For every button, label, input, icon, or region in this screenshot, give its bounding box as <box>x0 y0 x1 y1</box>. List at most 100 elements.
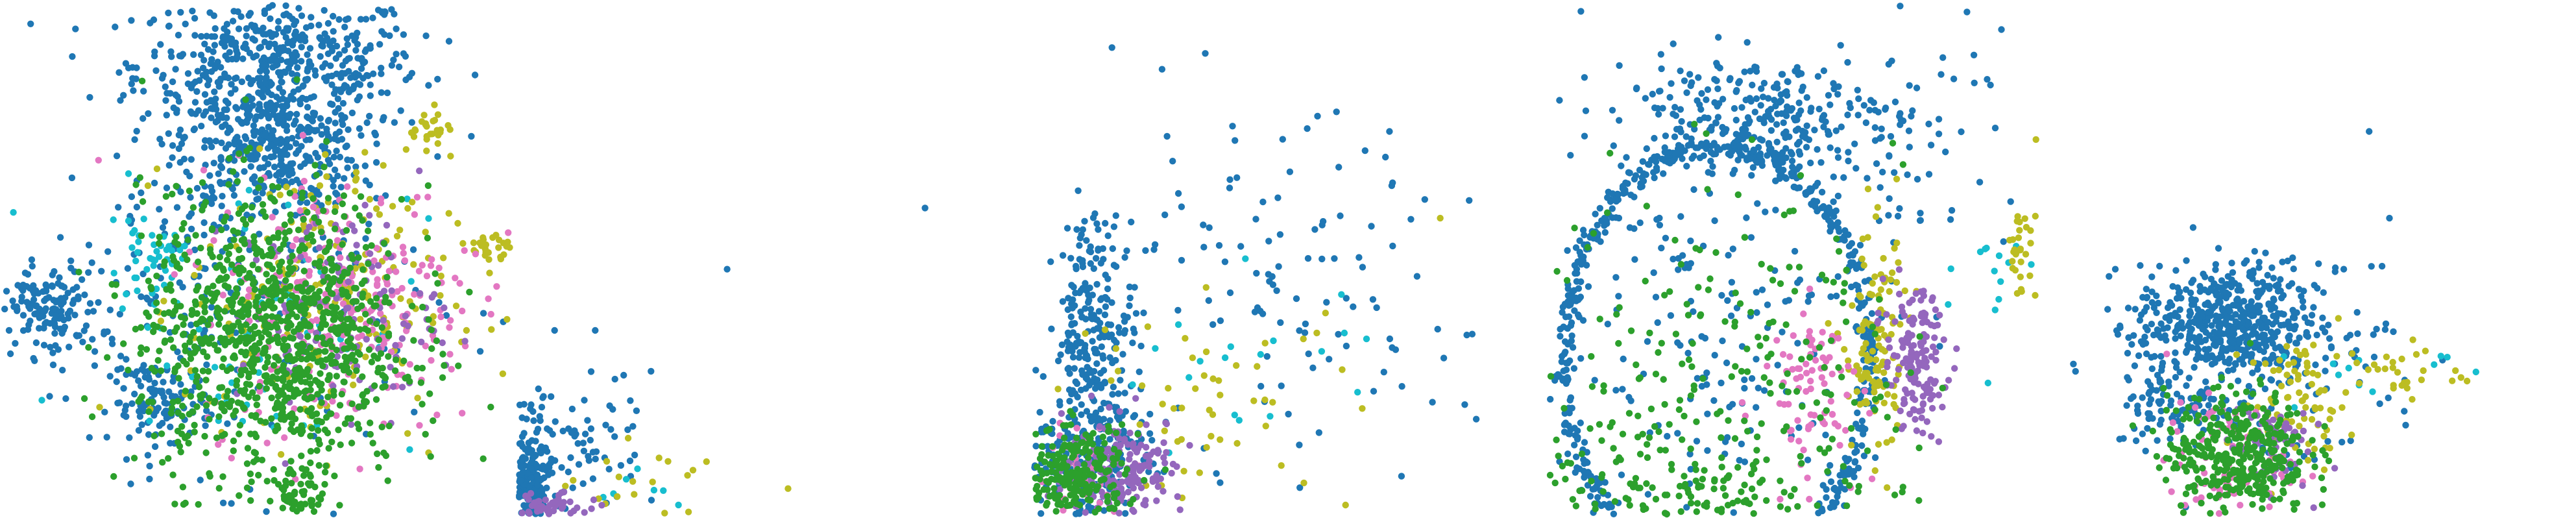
scatter-point <box>1580 253 1587 260</box>
scatter-point <box>614 493 621 500</box>
scatter-point <box>428 256 435 263</box>
scatter-point <box>1572 244 1580 251</box>
scatter-point <box>328 438 335 445</box>
scatter-point <box>517 477 524 484</box>
scatter-point <box>218 139 225 147</box>
scatter-point <box>128 193 136 201</box>
scatter-point <box>526 510 533 517</box>
scatter-point <box>1601 228 1609 236</box>
scatter-point <box>239 313 246 321</box>
scatter-point <box>136 174 143 181</box>
scatter-point <box>1069 347 1076 355</box>
scatter-point <box>55 280 62 287</box>
scatter-point <box>170 344 177 351</box>
scatter-point <box>322 356 330 364</box>
scatter-point <box>606 402 613 410</box>
scatter-point <box>1107 321 1115 328</box>
scatter-point <box>75 268 82 276</box>
scatter-point <box>321 267 328 275</box>
scatter-point <box>308 425 315 432</box>
scatter-point <box>328 352 335 359</box>
scatter-point <box>125 170 132 177</box>
scatter-point <box>290 328 298 336</box>
scatter-point <box>181 315 189 322</box>
scatter-point <box>359 266 367 273</box>
scatter-point <box>341 47 348 54</box>
scatter-point <box>332 119 339 127</box>
scatter-point <box>40 325 47 332</box>
scatter-point <box>23 299 30 306</box>
scatter-point <box>488 326 495 333</box>
scatter-point <box>151 432 158 439</box>
scatter-point <box>1100 334 1108 341</box>
scatter-point <box>1296 327 1303 334</box>
scatter-point <box>276 84 283 92</box>
scatter-point <box>1054 357 1062 365</box>
scatter-point <box>1118 460 1125 467</box>
scatter-point <box>210 237 217 244</box>
scatter-point <box>333 412 340 419</box>
scatter-point <box>276 267 283 275</box>
scatter-point <box>1070 490 1077 497</box>
scatter-point <box>1113 489 1121 497</box>
scatter-point <box>1380 369 1387 376</box>
scatter-point <box>345 55 352 62</box>
scatter-point <box>1126 302 1133 310</box>
scatter-point <box>339 100 347 107</box>
scatter-point <box>286 379 293 386</box>
scatter-point <box>263 261 271 268</box>
scatter-point <box>40 312 47 320</box>
scatter-point <box>1068 282 1075 289</box>
scatter-point <box>439 351 446 358</box>
scatter-point <box>427 453 434 460</box>
scatter-point <box>1152 345 1159 352</box>
scatter-point <box>32 302 40 310</box>
scatter-point <box>236 246 243 254</box>
scatter-point <box>1120 312 1128 319</box>
scatter-point <box>1150 448 1157 456</box>
scatter-point <box>1130 464 1137 471</box>
scatter-point <box>241 240 249 247</box>
scatter-point <box>1117 376 1124 384</box>
scatter-point <box>339 62 346 69</box>
scatter-point <box>360 398 368 405</box>
scatter-point <box>397 107 404 114</box>
scatter-point <box>151 48 158 56</box>
scatter-point <box>312 149 319 157</box>
scatter-point <box>1237 243 1245 250</box>
scatter-point <box>480 310 487 317</box>
scatter-point <box>333 147 340 154</box>
scatter-point <box>174 348 181 356</box>
scatter-point <box>1039 373 1047 380</box>
scatter-point <box>538 404 546 411</box>
scatter-point <box>1361 147 1368 154</box>
scatter-point <box>272 278 279 286</box>
scatter-point <box>581 509 588 516</box>
scatter-point <box>352 284 359 292</box>
scatter-point <box>245 293 252 300</box>
scatter-point <box>175 145 182 153</box>
scatter-point <box>221 38 229 45</box>
scatter-point <box>1112 345 1120 352</box>
scatter-point <box>1079 371 1086 378</box>
scatter-point <box>316 182 324 190</box>
scatter-point <box>334 191 341 198</box>
scatter-point <box>393 25 400 32</box>
scatter-point <box>1093 376 1101 384</box>
scatter-point <box>580 447 588 454</box>
scatter-point <box>316 303 324 311</box>
scatter-point <box>1203 444 1210 451</box>
scatter-point <box>225 74 232 82</box>
scatter-point <box>420 112 428 119</box>
scatter-point <box>156 136 164 143</box>
scatter-point <box>283 183 290 191</box>
scatter-point <box>1261 396 1269 404</box>
scatter-point <box>441 304 448 312</box>
scatter-point <box>348 32 356 40</box>
scatter-point <box>162 83 169 90</box>
scatter-point <box>1074 443 1082 450</box>
scatter-point <box>43 284 51 291</box>
scatter-point <box>230 168 237 175</box>
scatter-point <box>69 300 77 307</box>
scatter-point <box>179 402 186 410</box>
